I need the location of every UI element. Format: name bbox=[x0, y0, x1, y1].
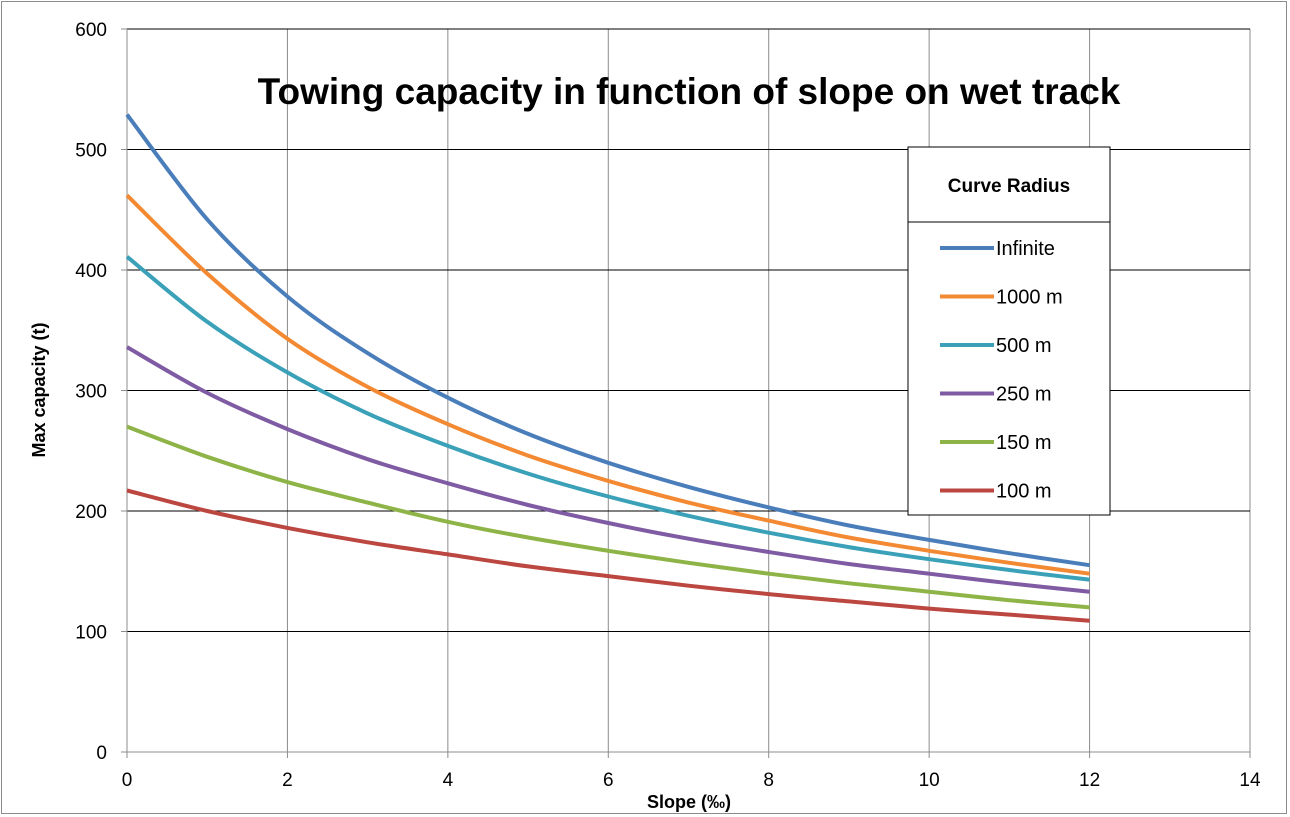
legend-label-250-m: 250 m bbox=[996, 384, 1052, 406]
legend-label-infinite: Infinite bbox=[996, 238, 1055, 260]
y-tick-label: 500 bbox=[75, 141, 107, 162]
series-line-1000-m bbox=[125, 193, 1090, 576]
y-tick-label: 100 bbox=[75, 623, 107, 644]
legend-label-1000-m: 1000 m bbox=[996, 287, 1063, 309]
series-line-250-m bbox=[126, 345, 1090, 594]
series-line-500-m bbox=[125, 255, 1090, 582]
x-tick-label: 14 bbox=[1239, 770, 1261, 791]
y-tick-label: 0 bbox=[96, 743, 107, 764]
x-tick-label: 6 bbox=[603, 770, 614, 791]
axes bbox=[121, 28, 1251, 758]
x-tick-label: 10 bbox=[919, 770, 940, 791]
series-line-100-m bbox=[126, 488, 1090, 623]
y-tick-label: 300 bbox=[75, 382, 107, 403]
legend-title-box bbox=[907, 146, 1111, 223]
x-tick-label: 4 bbox=[443, 770, 454, 791]
y-tick-label: 600 bbox=[75, 20, 107, 41]
series-line-150-m bbox=[126, 424, 1090, 610]
x-tick-label: 2 bbox=[282, 770, 293, 791]
legend-label-500-m: 500 m bbox=[996, 335, 1052, 357]
legend-box bbox=[907, 221, 1111, 516]
y-tick-label: 200 bbox=[75, 502, 107, 523]
series-line-infinite bbox=[125, 113, 1090, 568]
x-tick-label: 8 bbox=[763, 770, 774, 791]
data-series bbox=[125, 113, 1090, 623]
tick-labels: 0 2 4 6 8 10 12 14 0 100 200 300 400 500 600 bbox=[75, 20, 1261, 791]
legend-label-100-m: 100 m bbox=[996, 481, 1052, 503]
chart-title: Towing capacity in function of slope on … bbox=[258, 71, 1121, 112]
y-tick-label: 400 bbox=[75, 261, 107, 282]
legend-label-150-m: 150 m bbox=[996, 432, 1052, 454]
legend: Curve Radius Infinite 1000 m 500 m 250 m 150… bbox=[907, 146, 1111, 516]
x-tick-label: 12 bbox=[1079, 770, 1100, 791]
legend-title: Curve Radius bbox=[948, 176, 1070, 197]
x-axis-title: Slope (‰) bbox=[647, 792, 731, 812]
y-axis-title: Max capacity (t) bbox=[29, 322, 49, 457]
legend-items: Infinite 1000 m 500 m 250 m 150 m 100 m bbox=[940, 238, 1063, 503]
x-tick-label: 0 bbox=[122, 770, 133, 791]
